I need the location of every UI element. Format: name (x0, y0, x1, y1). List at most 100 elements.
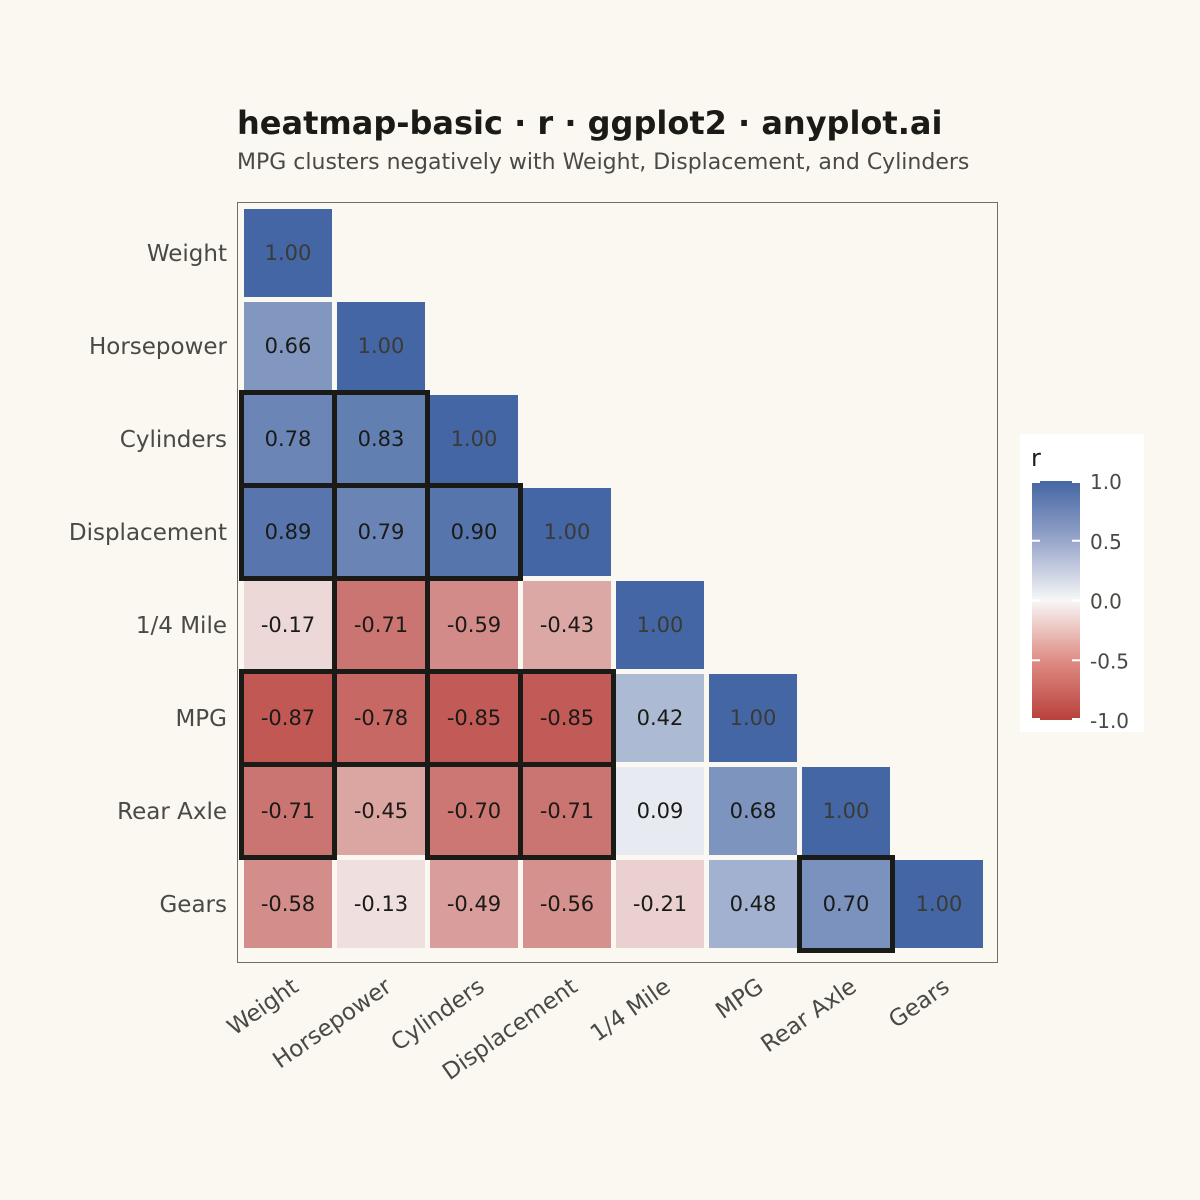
cell-displacement-displacement-label: 1.00 (544, 520, 591, 544)
cell-rear-axle-weight-highlight (239, 762, 337, 860)
cell-cylinders-horsepower (337, 395, 425, 483)
cell-horsepower-horsepower (337, 302, 425, 390)
x-label-weight: Weight (223, 974, 304, 1041)
y-label-mpg: MPG (175, 706, 227, 732)
cell-rear-axle-1-4-mile-label: 0.09 (637, 799, 684, 823)
cell-cylinders-cylinders-label: 1.00 (451, 427, 498, 451)
cell-gears-horsepower-label: -0.13 (354, 892, 408, 916)
legend-tick-label: 1.0 (1090, 470, 1122, 494)
color-legend: r 1.0 0.5 0.0 -0.5 -1.0 (1020, 434, 1144, 733)
cell-rear-axle-cylinders (430, 767, 518, 855)
legend-tick-label: 0.0 (1090, 590, 1122, 614)
x-label-rear-axle: Rear Axle (757, 974, 862, 1058)
cell-gears-rear-axle (802, 860, 890, 948)
cell-gears-1-4-mile-label: -0.21 (633, 892, 687, 916)
x-label-mpg: MPG (711, 974, 768, 1025)
cell-gears-rear-axle-label: 0.70 (823, 892, 870, 916)
cell-cylinders-weight-label: 0.78 (265, 427, 312, 451)
strong-correlation-highlights (239, 390, 895, 953)
cell-horsepower-horsepower-label: 1.00 (358, 334, 405, 358)
cell-gears-gears (895, 860, 983, 948)
cell-displacement-weight (244, 488, 332, 576)
cell-displacement-cylinders-highlight (425, 483, 523, 581)
cell-mpg-weight-label: -0.87 (261, 706, 315, 730)
cell-gears-displacement (523, 860, 611, 948)
cell-gears-displacement-label: -0.56 (540, 892, 594, 916)
x-label-1-4-mile: 1/4 Mile (586, 974, 676, 1048)
cell-displacement-weight-label: 0.89 (265, 520, 312, 544)
cell-mpg-horsepower-label: -0.78 (354, 706, 408, 730)
heatmap-cells (244, 209, 983, 948)
y-label-weight: Weight (147, 241, 227, 267)
cell-cylinders-cylinders (430, 395, 518, 483)
cell-displacement-cylinders (430, 488, 518, 576)
cell-1-4-mile-cylinders (430, 581, 518, 669)
chart-subtitle: MPG clusters negatively with Weight, Dis… (237, 150, 969, 175)
plot-panel-border (237, 202, 998, 963)
cell-gears-gears-label: 1.00 (916, 892, 963, 916)
cell-mpg-cylinders-label: -0.85 (447, 706, 501, 730)
cell-1-4-mile-horsepower-label: -0.71 (354, 613, 408, 637)
cell-mpg-cylinders (430, 674, 518, 762)
y-label-cylinders: Cylinders (120, 427, 227, 453)
cell-rear-axle-displacement-label: -0.71 (540, 799, 594, 823)
cell-gears-rear-axle-highlight (797, 855, 895, 953)
cell-rear-axle-horsepower-label: -0.45 (354, 799, 408, 823)
cell-displacement-cylinders-label: 0.90 (451, 520, 498, 544)
cell-rear-axle-weight-label: -0.71 (261, 799, 315, 823)
heatmap-cell-labels: 1.00 0.66 1.00 0.78 0.83 1.00 0.89 0.79 0.90 1.00… (261, 241, 963, 916)
cell-rear-axle-1-4-mile (616, 767, 704, 855)
cell-mpg-displacement (523, 674, 611, 762)
cell-rear-axle-rear-axle-label: 1.00 (823, 799, 870, 823)
cell-horsepower-weight (244, 302, 332, 390)
cell-rear-axle-cylinders-label: -0.70 (447, 799, 501, 823)
cell-1-4-mile-displacement (523, 581, 611, 669)
cell-1-4-mile-1-4-mile-label: 1.00 (637, 613, 684, 637)
cell-1-4-mile-horsepower (337, 581, 425, 669)
cell-mpg-mpg-label: 1.00 (730, 706, 777, 730)
cell-displacement-horsepower (337, 488, 425, 576)
chart-title: heatmap-basic · r · ggplot2 · anyplot.ai (237, 104, 942, 142)
legend-title: r (1031, 444, 1041, 472)
cell-weight-weight (244, 209, 332, 297)
x-label-gears: Gears (884, 974, 954, 1034)
cell-rear-axle-horsepower (337, 767, 425, 855)
legend-tick-label: 0.5 (1090, 530, 1122, 554)
cell-1-4-mile-weight (244, 581, 332, 669)
cell-rear-axle-rear-axle (802, 767, 890, 855)
cell-mpg-1-4-mile (616, 674, 704, 762)
cell-cylinders-weight (244, 395, 332, 483)
cell-rear-axle-mpg (709, 767, 797, 855)
cell-gears-cylinders-label: -0.49 (447, 892, 501, 916)
cell-gears-mpg-label: 0.48 (730, 892, 777, 916)
cell-mpg-mpg (709, 674, 797, 762)
y-label-1-4-mile: 1/4 Mile (136, 613, 227, 639)
cell-gears-weight (244, 860, 332, 948)
cell-1-4-mile-1-4-mile (616, 581, 704, 669)
cell-mpg-1-4-mile-label: 0.42 (637, 706, 684, 730)
cell-gears-horsepower (337, 860, 425, 948)
cell-rear-axle-displacement-highlight (518, 762, 616, 860)
cell-horsepower-weight-label: 0.66 (265, 334, 312, 358)
legend-ticks: 1.0 0.5 0.0 -0.5 -1.0 (1032, 470, 1129, 733)
cell-mpg-displacement-label: -0.85 (540, 706, 594, 730)
cell-weight-weight-label: 1.00 (265, 241, 312, 265)
legend-tick-label: -0.5 (1090, 649, 1129, 673)
cell-gears-mpg (709, 860, 797, 948)
cell-gears-cylinders (430, 860, 518, 948)
cell-mpg-weight (244, 674, 332, 762)
legend-tick-label: -1.0 (1090, 709, 1129, 733)
cell-1-4-mile-cylinders-label: -0.59 (447, 613, 501, 637)
cell-rear-axle-weight (244, 767, 332, 855)
y-label-gears: Gears (159, 892, 227, 918)
cell-rear-axle-displacement (523, 767, 611, 855)
y-label-horsepower: Horsepower (89, 334, 228, 360)
cell-rear-axle-mpg-label: 0.68 (730, 799, 777, 823)
cell-1-4-mile-weight-label: -0.17 (261, 613, 315, 637)
cell-cylinders-horsepower-label: 0.83 (358, 427, 405, 451)
y-label-rear-axle: Rear Axle (117, 799, 227, 825)
cell-gears-1-4-mile (616, 860, 704, 948)
y-label-displacement: Displacement (69, 520, 227, 546)
